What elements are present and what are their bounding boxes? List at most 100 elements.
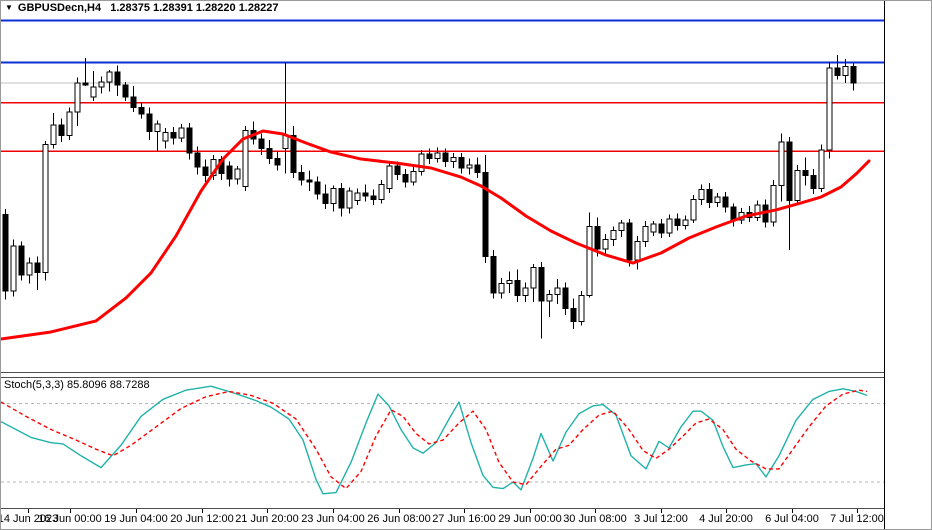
time-axis-label: 30 Jun 08:00: [563, 513, 627, 525]
bull-candle: [770, 184, 777, 223]
bear-candle: [426, 153, 433, 159]
bull-candle: [506, 279, 513, 285]
bull-candle: [602, 238, 609, 250]
bear-candle: [594, 225, 601, 250]
bear-candle: [442, 152, 449, 163]
bull-candle: [578, 294, 585, 322]
bull-candle: [346, 190, 353, 209]
time-tick-mark: [464, 509, 465, 513]
chart-ohlc-values: 1.28375 1.28391 1.28220 1.28227: [110, 2, 279, 14]
bear-candle: [810, 175, 817, 190]
time-axis-label: 16 Jun 00:00: [38, 513, 102, 525]
bull-candle: [586, 225, 593, 296]
time-tick-mark: [530, 509, 531, 513]
bear-candle: [458, 156, 465, 169]
bear-candle: [298, 171, 305, 181]
bear-candle: [626, 222, 633, 261]
bull-candle: [42, 143, 49, 274]
time-axis-label: 21 Jun 20:00: [235, 513, 299, 525]
bear-candle: [362, 192, 369, 197]
bear-candle: [402, 174, 409, 183]
stoch-main-line: [1, 385, 868, 495]
time-tick-mark: [595, 509, 596, 513]
bull-candle: [418, 153, 425, 172]
bull-candle: [74, 82, 81, 113]
bear-candle: [322, 193, 329, 205]
chart-title: ▼ GBPUSDecn,H4 1.28375 1.28391 1.28220 1.…: [5, 2, 278, 14]
time-tick-mark: [28, 509, 29, 513]
chart-dropdown-icon[interactable]: ▼: [5, 3, 13, 12]
price-axis-scale[interactable]: 1.289151.286101.283051.279951.276901.273…: [884, 1, 931, 508]
bear-candle: [82, 82, 89, 86]
bull-candle: [818, 149, 825, 190]
bear-candle: [202, 166, 209, 177]
bull-candle: [330, 188, 337, 205]
bear-candle: [274, 157, 281, 166]
bull-candle: [666, 218, 673, 234]
bull-candle: [282, 135, 289, 150]
time-axis-label: 26 Jun 08:00: [367, 513, 431, 525]
bear-candle: [490, 256, 497, 294]
time-tick-mark: [136, 509, 137, 513]
bull-candle: [546, 293, 553, 302]
time-axis-label: 23 Jun 04:00: [301, 513, 365, 525]
bull-candle: [754, 204, 761, 219]
bull-candle: [522, 287, 529, 296]
bull-candle: [98, 81, 105, 88]
bull-candle: [530, 266, 537, 289]
bull-candle: [378, 183, 385, 200]
time-axis-label: 3 Jul 12:00: [634, 513, 688, 525]
bull-candle: [642, 225, 649, 242]
bull-candle: [26, 262, 33, 276]
bull-candle: [634, 240, 641, 261]
time-axis-scale[interactable]: 14 Jun 2023 16 Jun 00:00 19 Jun 04:00 20 Ju…: [0, 509, 931, 529]
bear-candle: [18, 245, 25, 276]
bull-candle: [66, 111, 73, 137]
bull-candle: [106, 71, 113, 83]
bear-candle: [570, 307, 577, 322]
bull-candle: [242, 129, 249, 187]
time-axis-label: 14 Jun 2023: [0, 513, 59, 525]
bear-candle: [266, 148, 273, 159]
bear-candle: [34, 262, 41, 274]
bull-candle: [794, 169, 801, 201]
bull-candle: [354, 192, 361, 201]
bear-candle: [730, 206, 737, 221]
bear-candle: [338, 188, 345, 209]
bull-candle: [10, 245, 17, 292]
panel-divider-bottom[interactable]: [1, 377, 884, 378]
bull-candle: [650, 223, 657, 233]
bear-candle: [474, 164, 481, 173]
bear-candle: [706, 189, 713, 204]
bear-candle: [850, 66, 857, 84]
stochastic-chart-canvas[interactable]: [1, 378, 884, 508]
bear-candle: [194, 152, 201, 168]
bear-candle: [394, 165, 401, 176]
time-tick-mark: [857, 509, 858, 513]
time-axis-label: 29 Jun 00:00: [498, 513, 562, 525]
time-tick-mark: [661, 509, 662, 513]
moving-average-line: [1, 129, 871, 341]
bear-candle: [538, 266, 545, 302]
bull-candle: [162, 132, 169, 142]
bull-candle: [714, 196, 721, 204]
price-chart-canvas[interactable]: [1, 1, 884, 372]
bear-candle: [114, 71, 121, 86]
chart-symbol-period: GBPUSDecn,H4: [17, 2, 102, 14]
bear-candle: [674, 218, 681, 226]
bull-candle: [698, 189, 705, 200]
time-axis-border: [1, 508, 884, 509]
bear-candle: [722, 196, 729, 208]
bear-candle: [58, 124, 65, 137]
bear-candle: [186, 127, 193, 154]
panel-divider-top[interactable]: [1, 372, 884, 373]
time-axis-label: 4 Jul 20:00: [699, 513, 753, 525]
bull-candle: [50, 124, 57, 145]
bull-candle: [154, 123, 161, 132]
bear-candle: [122, 84, 129, 98]
bull-candle: [554, 287, 561, 295]
bear-candle: [786, 141, 793, 201]
bear-candle: [130, 96, 137, 109]
bear-candle: [482, 171, 489, 258]
